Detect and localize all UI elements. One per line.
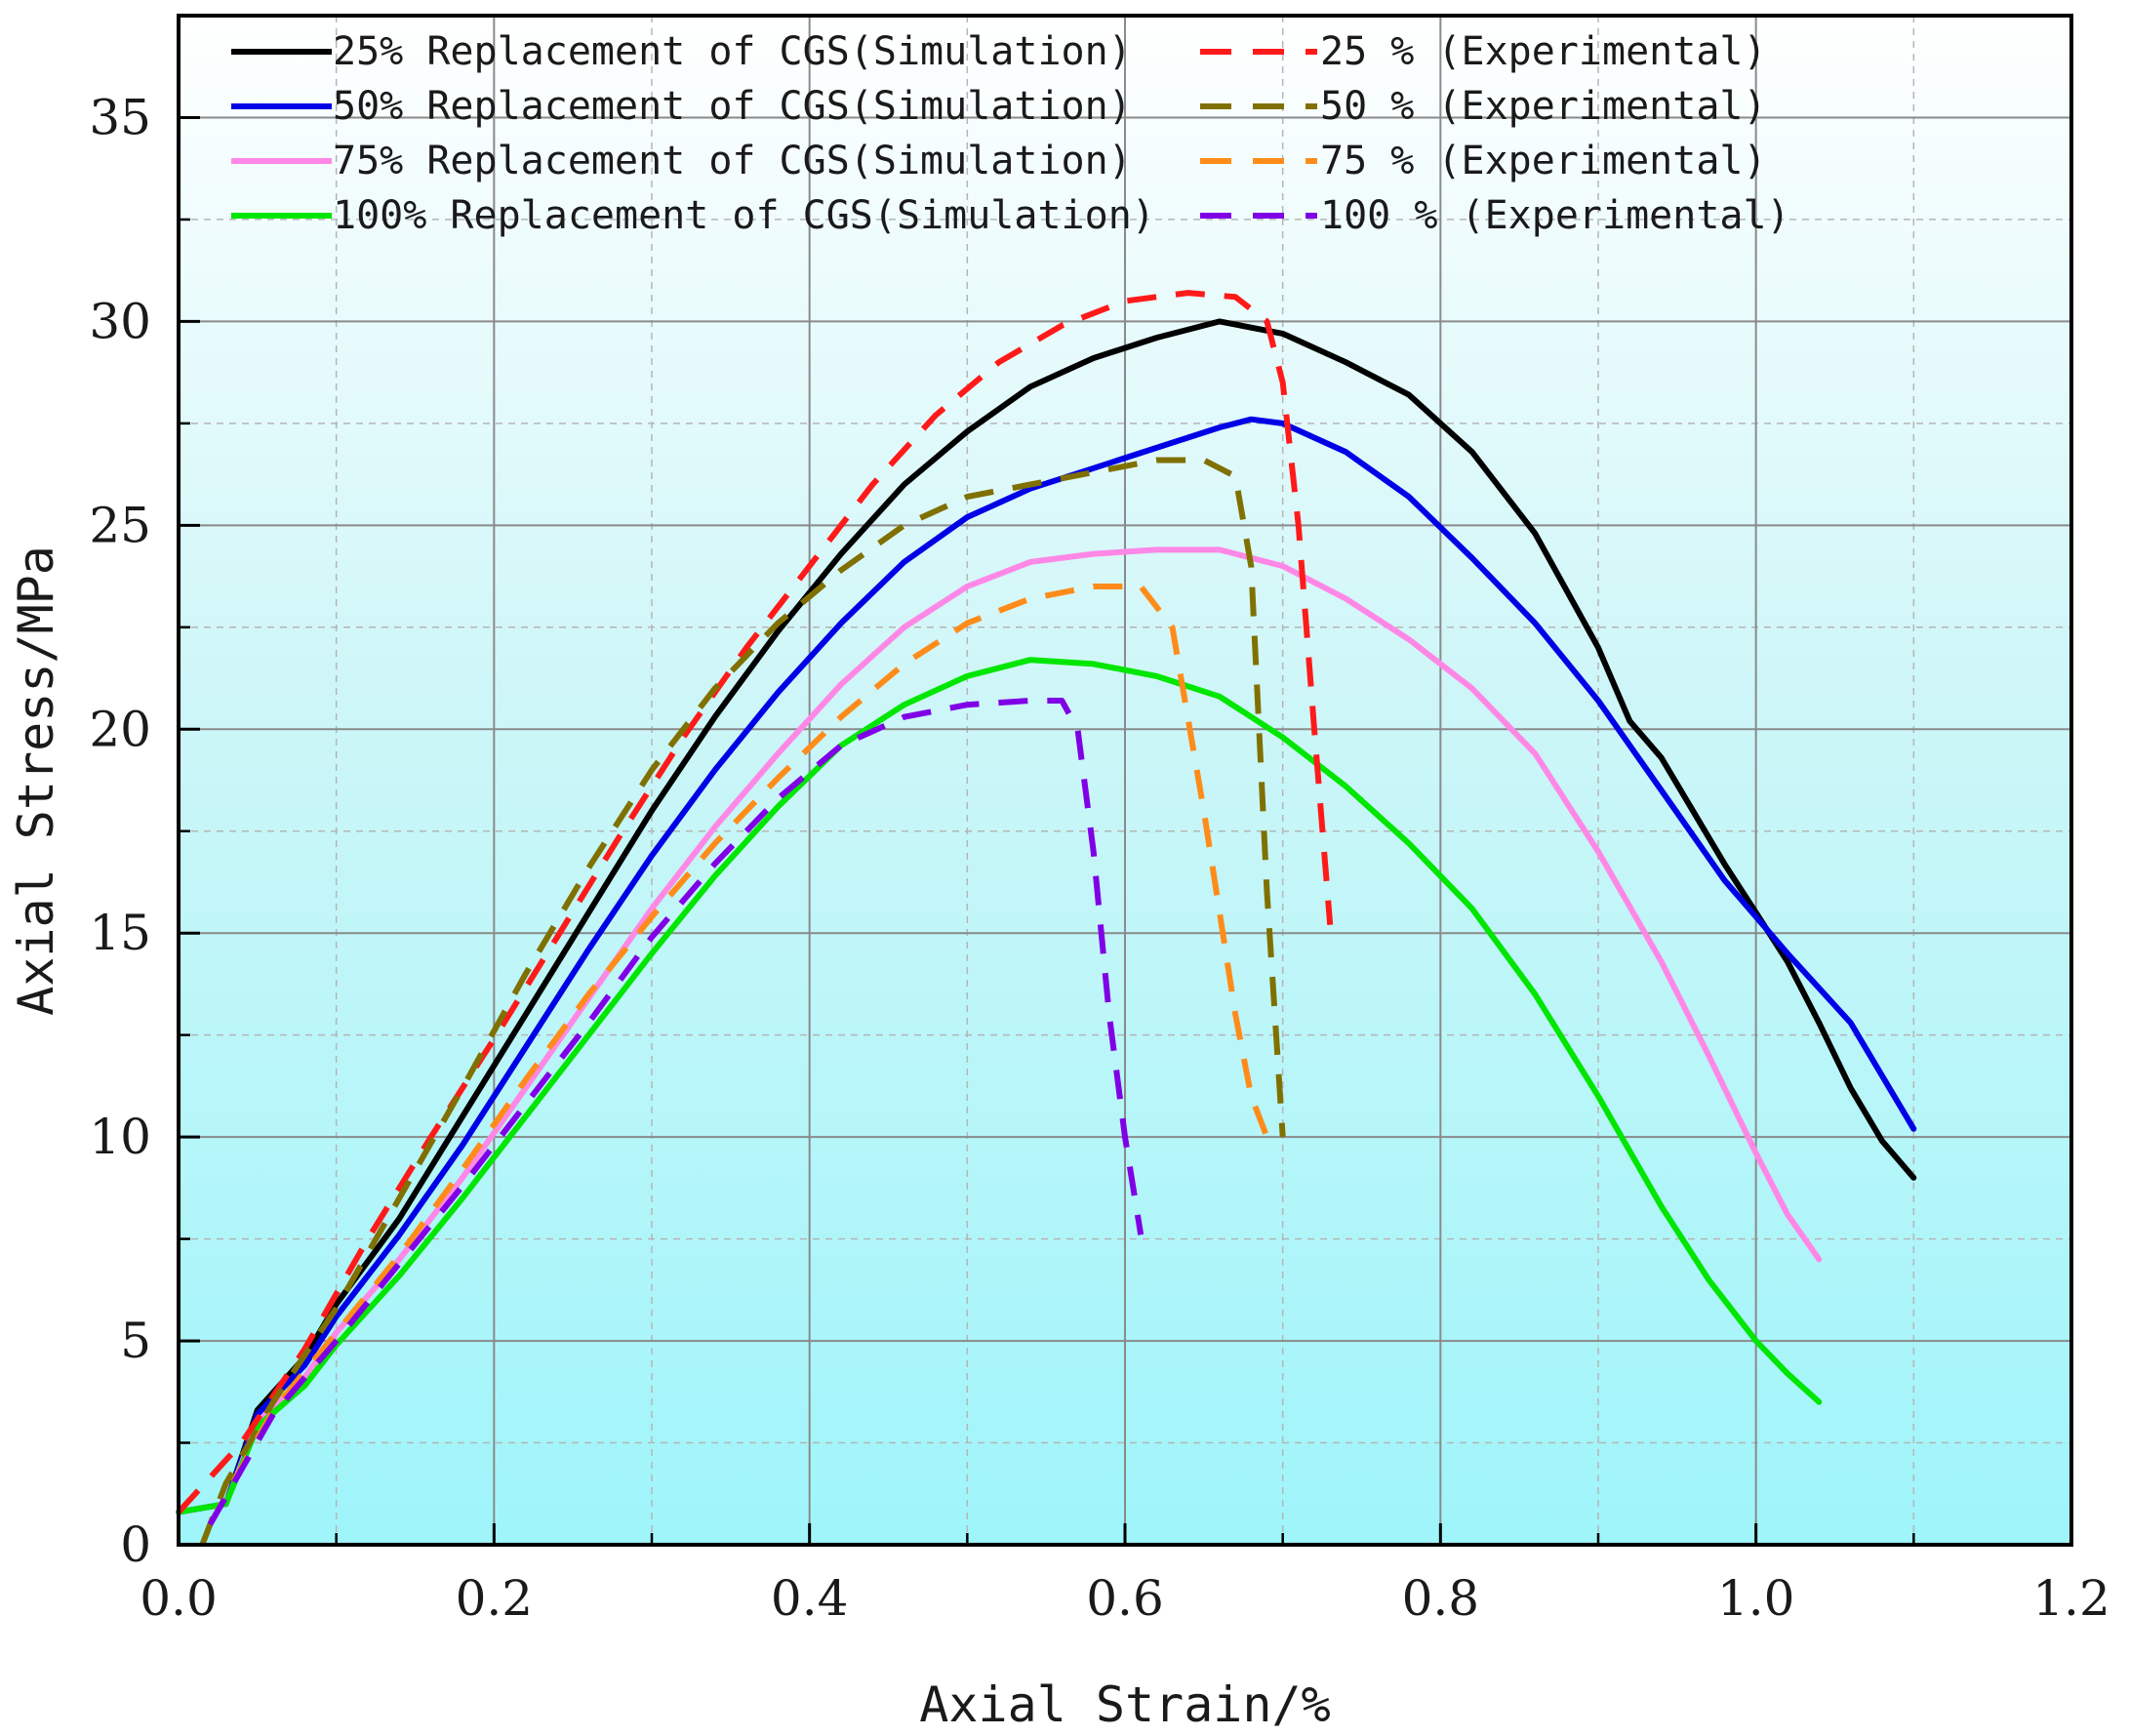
x-tick-label: 0.2 (456, 1570, 534, 1627)
legend-label-3: 75% Replacement of CGS(Simulation) (333, 139, 1132, 183)
series-line-6 (199, 457, 1286, 1547)
x-axis-title: Axial Strain/% (919, 1676, 1330, 1733)
legend-label-8: 100 % (Experimental) (1320, 193, 1790, 238)
x-tick-label: 0.6 (1086, 1570, 1164, 1627)
tick-labels: 0.0 0.2 0.4 0.6 0.8 1.0 1.2 0 5 10 15 20 25 30 35 (89, 89, 2109, 1627)
y-tick-label: 25 (89, 497, 151, 553)
legend: 25% Replacement of CGS(Simulation) 50% Re… (231, 29, 1790, 238)
legend-label-5: 25 % (Experimental) (1320, 29, 1767, 74)
y-tick-label: 0 (120, 1516, 151, 1573)
y-tick-label: 20 (89, 701, 151, 757)
x-tick-label: 0.0 (140, 1570, 218, 1627)
y-tick-label: 35 (89, 89, 151, 145)
series-line-7 (207, 584, 1270, 1526)
y-tick-label: 10 (89, 1109, 151, 1165)
series-line-5 (176, 290, 1334, 1514)
y-tick-label: 5 (120, 1312, 151, 1369)
series-line-1 (176, 318, 1917, 1515)
legend-label-1: 25% Replacement of CGS(Simulation) (333, 29, 1132, 74)
x-tick-label: 0.8 (1402, 1570, 1480, 1627)
y-axis-title: Axial Stress/MPa (8, 545, 64, 1016)
x-tick-label: 0.4 (771, 1570, 849, 1627)
legend-label-7: 75 % (Experimental) (1320, 139, 1767, 183)
legend-label-4: 100% Replacement of CGS(Simulation) (333, 193, 1155, 238)
legend-label-2: 50% Replacement of CGS(Simulation) (333, 84, 1132, 129)
y-tick-label: 15 (89, 905, 151, 961)
series-line-8 (207, 698, 1145, 1526)
series-line-4 (176, 657, 1823, 1515)
legend-label-6: 50 % (Experimental) (1320, 84, 1767, 129)
y-tick-label: 30 (89, 293, 151, 349)
series-layer (176, 290, 1917, 1547)
x-tick-label: 1.0 (1717, 1570, 1795, 1627)
axis-ticks (177, 115, 2073, 1547)
x-tick-label: 1.2 (2032, 1570, 2110, 1627)
